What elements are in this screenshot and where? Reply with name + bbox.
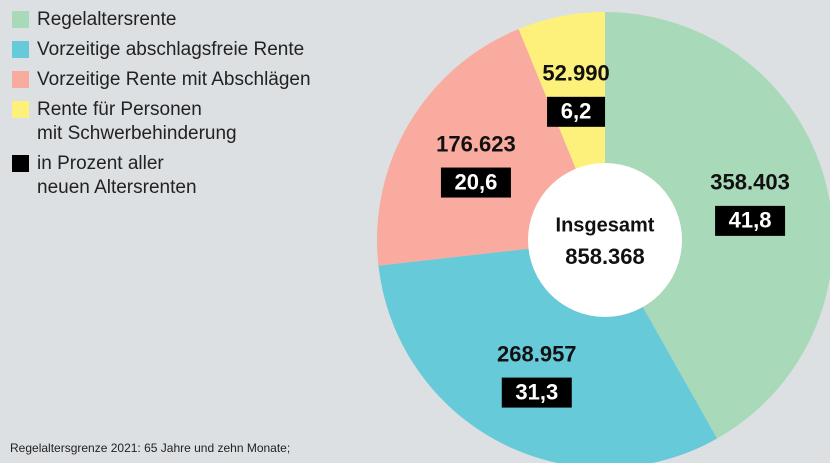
value-label: 358.403	[710, 170, 790, 195]
legend: Regelaltersrente Vorzeitige abschlagsfrei…	[12, 8, 311, 206]
legend-item: Regelaltersrente	[12, 8, 311, 32]
legend-label: Regelaltersrente	[37, 9, 177, 30]
legend-label: in Prozent aller neuen Altersrenten	[37, 153, 197, 198]
legend-swatch	[12, 71, 29, 88]
legend-swatch	[12, 155, 29, 172]
percentage-label: 31,3	[515, 379, 558, 404]
legend-label: Vorzeitige Rente mit Abschlägen	[37, 69, 311, 90]
value-label: 176.623	[436, 131, 516, 156]
value-label: 52.990	[542, 61, 609, 86]
legend-item: Vorzeitige abschlagsfreie Rente	[12, 38, 311, 62]
percentage-label: 6,2	[561, 99, 592, 124]
legend-item: Vorzeitige Rente mit Abschlägen	[12, 68, 311, 92]
percentage-label: 20,6	[455, 169, 498, 194]
center-title: Insgesamt	[556, 214, 655, 236]
legend-swatch	[12, 41, 29, 58]
percentage-box	[547, 96, 606, 127]
percentage-box	[715, 205, 786, 236]
legend-swatch	[12, 11, 29, 28]
percentage-box	[440, 167, 511, 198]
legend-item: Rente für Personen mit Schwerbehinderung	[12, 98, 311, 146]
legend-item: in Prozent aller neuen Altersrenten	[12, 152, 311, 200]
legend-swatch	[12, 101, 29, 118]
percentage-box	[501, 377, 572, 408]
center-total: 858.368	[565, 244, 645, 269]
donut-hole	[528, 163, 682, 317]
percentage-label: 41,8	[729, 208, 772, 233]
footnote: Regelaltersgrenze 2021: 65 Jahre und zeh…	[10, 441, 291, 455]
value-label: 268.957	[497, 341, 577, 366]
legend-label: Rente für Personen mit Schwerbehinderung	[37, 99, 237, 144]
legend-label: Vorzeitige abschlagsfreie Rente	[37, 39, 305, 60]
